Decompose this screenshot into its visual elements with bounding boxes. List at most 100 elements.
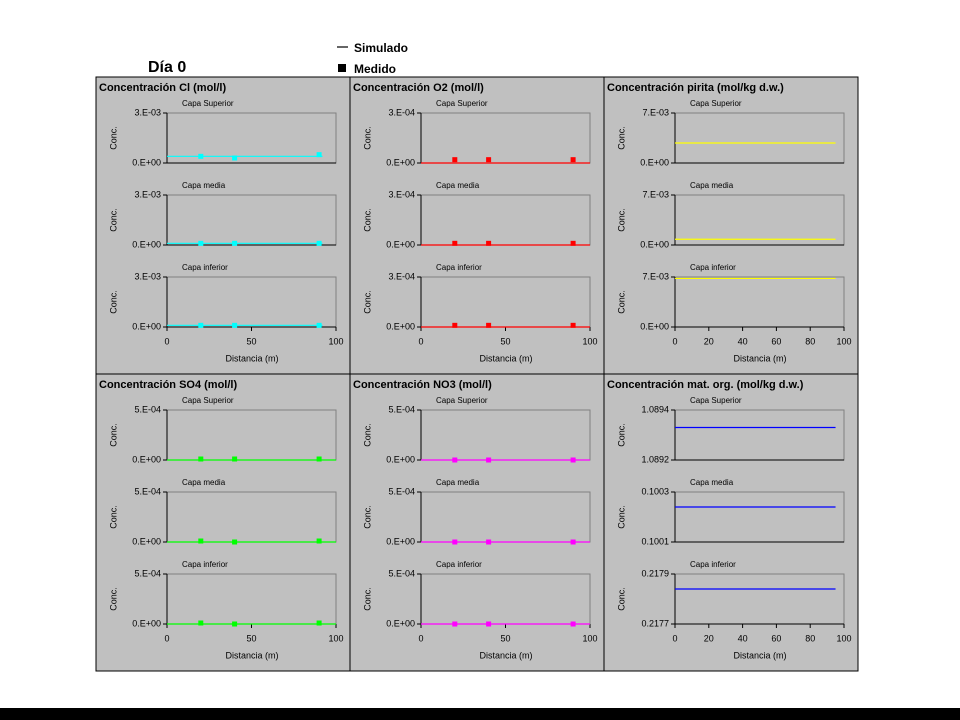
measured-point [198,240,204,246]
x-tick-label: 50 [500,336,510,346]
y-axis-label: Conc. [108,208,118,232]
y-tick-label: 7.E-03 [642,189,669,199]
measured-point [232,621,238,627]
x-axis-label: Distancia (m) [479,353,532,363]
subplot-title: Capa media [690,181,734,190]
y-tick-label: 0.E+00 [386,618,415,628]
legend-marker [338,64,346,72]
y-tick-label: 0.2179 [641,568,669,578]
panel-title: Concentración mat. org. (mol/kg d.w.) [607,379,804,391]
measured-point [316,538,322,544]
measured-point [570,240,576,246]
x-tick-label: 0 [164,633,169,643]
subplot-title: Capa Superior [690,396,742,405]
measured-point [232,240,238,246]
subplot-title: Capa media [182,478,226,487]
measured-point [486,240,492,246]
y-tick-label: 1.0892 [641,454,669,464]
plot-area [420,276,591,328]
y-tick-label: 0.1003 [641,486,669,496]
y-tick-label: 0.2177 [641,618,669,628]
subplot-title: Capa media [436,478,480,487]
y-axis-label: Conc. [616,290,626,314]
measured-point [486,322,492,328]
y-axis-label: Conc. [616,126,626,150]
measured-point [452,157,458,163]
y-tick-label: 0.1001 [641,536,669,546]
x-axis-label: Distancia (m) [733,353,786,363]
measured-point [316,456,322,462]
x-tick-label: 0 [672,633,677,643]
x-axis-label: Distancia (m) [225,353,278,363]
subplot-title: Capa inferior [690,263,736,272]
y-axis-label: Conc. [362,587,372,611]
x-tick-label: 100 [836,633,851,643]
x-tick-label: 100 [328,336,343,346]
y-axis-label: Conc. [362,290,372,314]
y-tick-label: 1.0894 [641,404,669,414]
y-tick-label: 7.E-03 [642,271,669,281]
x-tick-label: 40 [738,633,748,643]
y-axis-label: Conc. [108,290,118,314]
measured-point [232,539,238,545]
measured-point [232,456,238,462]
plot-area [420,573,591,625]
measured-point [232,155,238,161]
measured-point [452,240,458,246]
bottom-bar [0,708,960,720]
subplot-title: Capa media [690,478,734,487]
plot-area [166,409,337,461]
measured-point [486,539,492,545]
plot-area [420,194,591,246]
measured-point [452,621,458,627]
y-tick-label: 0.E+00 [132,157,161,167]
y-tick-label: 0.E+00 [640,157,669,167]
x-tick-label: 100 [582,336,597,346]
subplot-title: Capa Superior [436,99,488,108]
x-tick-label: 50 [246,633,256,643]
panel-title: Concentración NO3 (mol/l) [353,379,492,391]
y-tick-label: 5.E-04 [134,568,161,578]
measured-point [316,152,322,158]
measured-point [486,457,492,463]
plot-area [674,112,845,164]
subplot-title: Capa Superior [436,396,488,405]
x-tick-label: 80 [805,633,815,643]
plot-area [674,573,845,625]
subplot-title: Capa inferior [436,560,482,569]
y-axis-label: Conc. [362,126,372,150]
measured-point [570,157,576,163]
measured-point [316,322,322,328]
measured-point [570,322,576,328]
plot-area [166,112,337,164]
y-tick-label: 5.E-04 [388,404,415,414]
y-tick-label: 0.E+00 [386,239,415,249]
plot-area [420,112,591,164]
y-tick-label: 3.E-03 [134,107,161,117]
measured-point [198,456,204,462]
plot-area [420,491,591,543]
measured-point [232,322,238,328]
y-tick-label: 3.E-04 [388,271,415,281]
x-tick-label: 0 [164,336,169,346]
x-tick-label: 20 [704,336,714,346]
y-tick-label: 3.E-04 [388,107,415,117]
x-axis-label: Distancia (m) [225,650,278,660]
plot-area [674,276,845,328]
y-tick-label: 0.E+00 [132,618,161,628]
y-tick-label: 5.E-04 [388,486,415,496]
x-tick-label: 80 [805,336,815,346]
subplot-title: Capa inferior [436,263,482,272]
measured-point [198,322,204,328]
y-tick-label: 0.E+00 [386,454,415,464]
measured-point [198,153,204,159]
x-tick-label: 0 [672,336,677,346]
measured-point [570,457,576,463]
subplot-title: Capa media [436,181,480,190]
y-axis-label: Conc. [362,423,372,447]
measured-point [570,539,576,545]
x-tick-label: 0 [418,633,423,643]
plot-area [166,573,337,625]
y-tick-label: 0.E+00 [132,454,161,464]
